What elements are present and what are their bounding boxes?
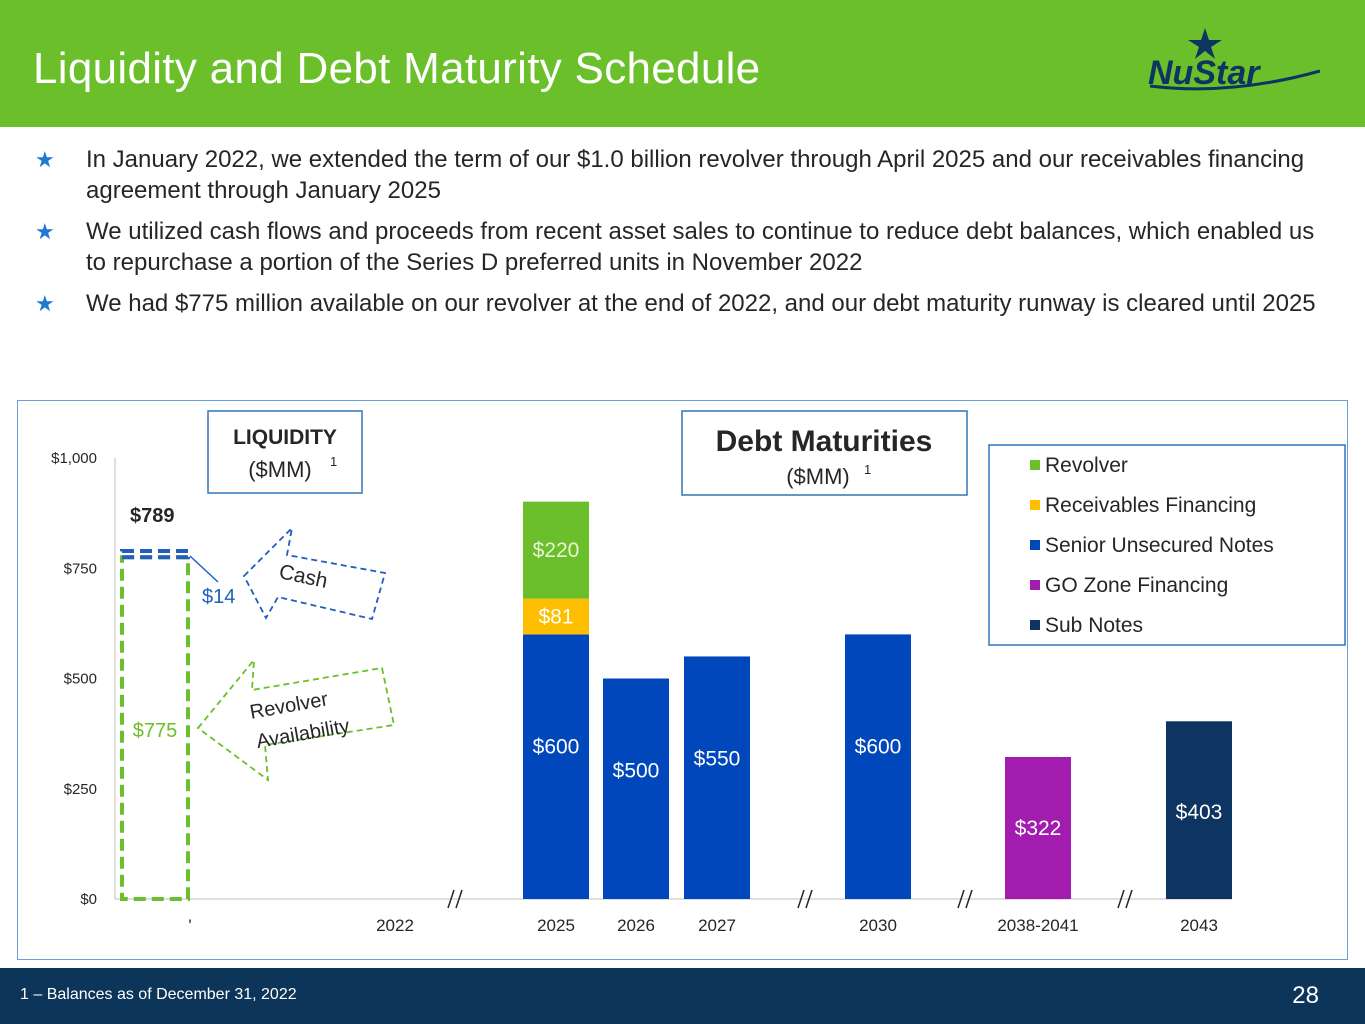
liquidity-revolver-label: $775: [133, 720, 178, 742]
chart-title: Debt Maturities: [716, 425, 933, 458]
cash-arrow: [242, 525, 387, 621]
x-tick-label: 2027: [698, 916, 736, 935]
revolver-arrow-label: Revolver: [248, 688, 330, 723]
x-tick-label: ': [188, 916, 191, 935]
bar-value-label: $403: [1176, 801, 1223, 824]
liquidity-box-title: LIQUIDITY: [233, 426, 337, 449]
debt-maturities-box: [681, 410, 968, 496]
y-tick-label: $0: [80, 891, 97, 908]
cash-arrow-label: Cash: [277, 560, 330, 593]
bar-senior-unsecured-notes: [845, 634, 911, 899]
bar-value-label: $220: [533, 539, 580, 562]
legend-swatch: [1030, 540, 1040, 550]
legend-swatch: [1030, 580, 1040, 590]
y-tick-label: $500: [64, 671, 97, 688]
liquidity-cash-label: $14: [202, 586, 235, 608]
bar-senior-unsecured-notes: [603, 678, 669, 899]
y-tick-label: $250: [64, 781, 97, 798]
bullet-item: ★ We had $775 million available on our re…: [35, 290, 1316, 317]
liquidity-cash-outline: [120, 549, 190, 560]
bar-receivables-financing: [523, 598, 589, 635]
axis-break-mark: [797, 889, 805, 909]
x-tick-label: 2043: [1180, 916, 1218, 935]
bar-value-label: $500: [613, 760, 660, 783]
star-bullet-icon: ★: [35, 291, 55, 316]
y-tick-label: $750: [64, 560, 97, 577]
chart-subtitle: ($MM): [786, 464, 850, 489]
footer-bar: [0, 968, 1365, 1024]
bar-value-label: $322: [1015, 817, 1062, 840]
bar-go-zone-financing: [1005, 756, 1071, 899]
liquidity-box-subtitle: ($MM): [248, 457, 312, 482]
axis-break-mark: [957, 889, 965, 909]
legend-label: Revolver: [1045, 454, 1128, 477]
axis-break-mark: [805, 889, 813, 909]
axis-break-mark: [1117, 889, 1125, 909]
footnote-marker: 1: [330, 454, 337, 469]
bar-sub-notes: [1166, 721, 1232, 899]
revolver-arrow: [196, 657, 396, 782]
page-title: Liquidity and Debt Maturity Schedule: [33, 44, 761, 93]
liquidity-box: [207, 410, 363, 494]
cash-leader-line: [189, 555, 219, 583]
page-number: 28: [1292, 982, 1319, 1009]
x-tick-label: 2022: [376, 916, 414, 935]
bar-value-label: $600: [855, 735, 902, 758]
logo-text: NuStar: [1148, 54, 1261, 92]
bar-value-label: $600: [533, 735, 580, 758]
legend-label: Sub Notes: [1045, 614, 1143, 637]
y-tick-label: $1,000: [51, 450, 97, 467]
bullet-list: ★ In January 2022, we extended the term o…: [35, 144, 1335, 329]
legend-label: Senior Unsecured Notes: [1045, 534, 1274, 557]
nustar-logo: NuStar: [1148, 28, 1321, 92]
liquidity-total-label: $789: [130, 505, 175, 527]
logo-star-icon: [1188, 28, 1222, 59]
x-tick-label: 2038-2041: [997, 916, 1078, 935]
x-tick-label: 2025: [537, 916, 575, 935]
legend-swatch: [1030, 500, 1040, 510]
footnote: 1 – Balances as of December 31, 2022: [20, 986, 297, 1003]
axis-break-mark: [447, 889, 455, 909]
axis-break-mark: [1125, 889, 1133, 909]
chart-legend: [988, 444, 1346, 646]
legend-swatch: [1030, 460, 1040, 470]
bullet-item: ★ In January 2022, we extended the term o…: [35, 146, 1305, 204]
legend-label: Receivables Financing: [1045, 494, 1256, 517]
footnote-marker: 1: [864, 462, 871, 477]
star-bullet-icon: ★: [35, 147, 55, 172]
x-tick-label: 2030: [859, 916, 897, 935]
bar-value-label: $550: [694, 748, 741, 771]
bar-senior-unsecured-notes: [684, 656, 750, 899]
x-tick-label: 2026: [617, 916, 655, 935]
legend-swatch: [1030, 620, 1040, 630]
bar-senior-unsecured-notes: [523, 634, 589, 899]
header-bar: [0, 0, 1365, 127]
bar-value-label: $81: [538, 606, 573, 629]
liquidity-revolver-outline: [120, 555, 190, 901]
bar-revolver: [523, 501, 589, 599]
bullet-item: ★ We utilized cash flows and proceeds fro…: [35, 218, 1315, 276]
revolver-arrow-label: Availability: [255, 715, 352, 753]
axis-break-mark: [965, 889, 973, 909]
axis-break-mark: [455, 889, 463, 909]
legend-label: GO Zone Financing: [1045, 574, 1228, 597]
star-bullet-icon: ★: [35, 219, 55, 244]
chart-frame: [17, 400, 1348, 960]
